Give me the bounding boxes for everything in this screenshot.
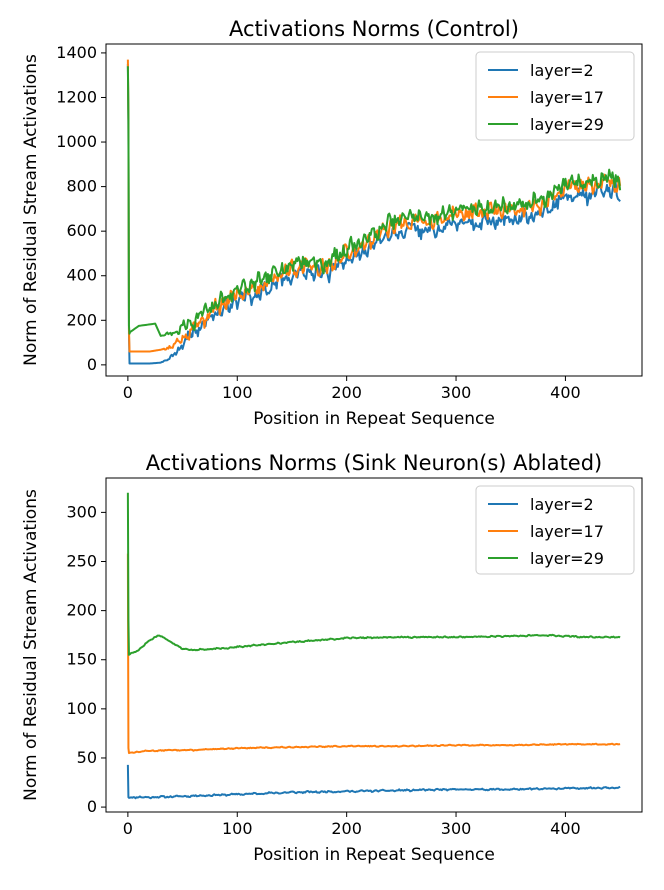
chart-title: Activations Norms (Sink Neuron(s) Ablate… xyxy=(146,451,603,475)
x-tick-label: 400 xyxy=(550,819,581,838)
series-line-layer-2 xyxy=(126,64,621,365)
y-tick-label: 300 xyxy=(66,502,97,521)
series-line-layer-17 xyxy=(126,59,622,353)
x-tick-label: 400 xyxy=(550,383,581,402)
x-tick-label: 200 xyxy=(331,819,362,838)
x-tick-label: 200 xyxy=(331,383,362,402)
y-tick-label: 0 xyxy=(87,355,97,374)
chart-title: Activations Norms (Control) xyxy=(229,17,519,41)
y-tick-label: 600 xyxy=(66,221,97,240)
legend-label-layer-17: layer=17 xyxy=(530,88,604,107)
y-tick-label: 50 xyxy=(77,748,97,767)
legend-label-layer-29: layer=29 xyxy=(530,549,604,568)
axis-ticks: 0 100 200 300 400 0 50 100 150 200 250 300 xyxy=(66,502,580,838)
series-lines xyxy=(126,59,622,365)
y-tick-label: 0 xyxy=(87,797,97,816)
series-line-layer-29 xyxy=(126,492,621,656)
legend: layer=2 layer=17 layer=29 xyxy=(475,51,635,141)
legend-label-layer-2: layer=2 xyxy=(530,495,594,514)
y-tick-label: 200 xyxy=(66,310,97,329)
chart-control: Activations Norms (Control) 0 100 200 300 40… xyxy=(21,17,643,429)
y-tick-label: 250 xyxy=(66,552,97,571)
y-tick-label: 1000 xyxy=(56,132,97,151)
x-tick-label: 100 xyxy=(222,819,253,838)
y-axis-label: Norm of Residual Stream Activations xyxy=(21,54,41,366)
axis-ticks: 0 100 200 300 400 0 200 400 600 800 1000 1200 1400 xyxy=(56,43,580,402)
legend: layer=2 layer=17 layer=29 xyxy=(475,485,635,575)
series-lines xyxy=(126,492,621,800)
series-line-layer-2 xyxy=(126,764,621,800)
x-axis-label: Position in Repeat Sequence xyxy=(253,845,495,865)
y-tick-label: 200 xyxy=(66,601,97,620)
x-tick-label: 300 xyxy=(441,383,472,402)
series-line-layer-17 xyxy=(126,553,621,755)
y-tick-label: 400 xyxy=(66,266,97,285)
legend-label-layer-29: layer=29 xyxy=(530,115,604,134)
chart-sink-neuron-ablated: Activations Norms (Sink Neuron(s) Ablate… xyxy=(21,451,643,865)
plot-frame xyxy=(105,477,643,813)
x-tick-label: 0 xyxy=(123,383,133,402)
x-tick-label: 0 xyxy=(123,819,133,838)
y-tick-label: 100 xyxy=(66,699,97,718)
series-line-layer-29 xyxy=(126,66,622,337)
legend-box xyxy=(475,51,635,141)
x-axis-label: Position in Repeat Sequence xyxy=(253,409,495,429)
y-tick-label: 1400 xyxy=(56,43,97,62)
y-axis-label: Norm of Residual Stream Activations xyxy=(21,489,41,801)
x-tick-label: 300 xyxy=(441,819,472,838)
x-tick-label: 100 xyxy=(222,383,253,402)
legend-box xyxy=(475,485,635,575)
plot-frame xyxy=(105,43,643,377)
y-tick-label: 800 xyxy=(66,177,97,196)
y-tick-label: 1200 xyxy=(56,87,97,106)
legend-label-layer-17: layer=17 xyxy=(530,522,604,541)
y-tick-label: 150 xyxy=(66,650,97,669)
legend-label-layer-2: layer=2 xyxy=(530,61,594,80)
